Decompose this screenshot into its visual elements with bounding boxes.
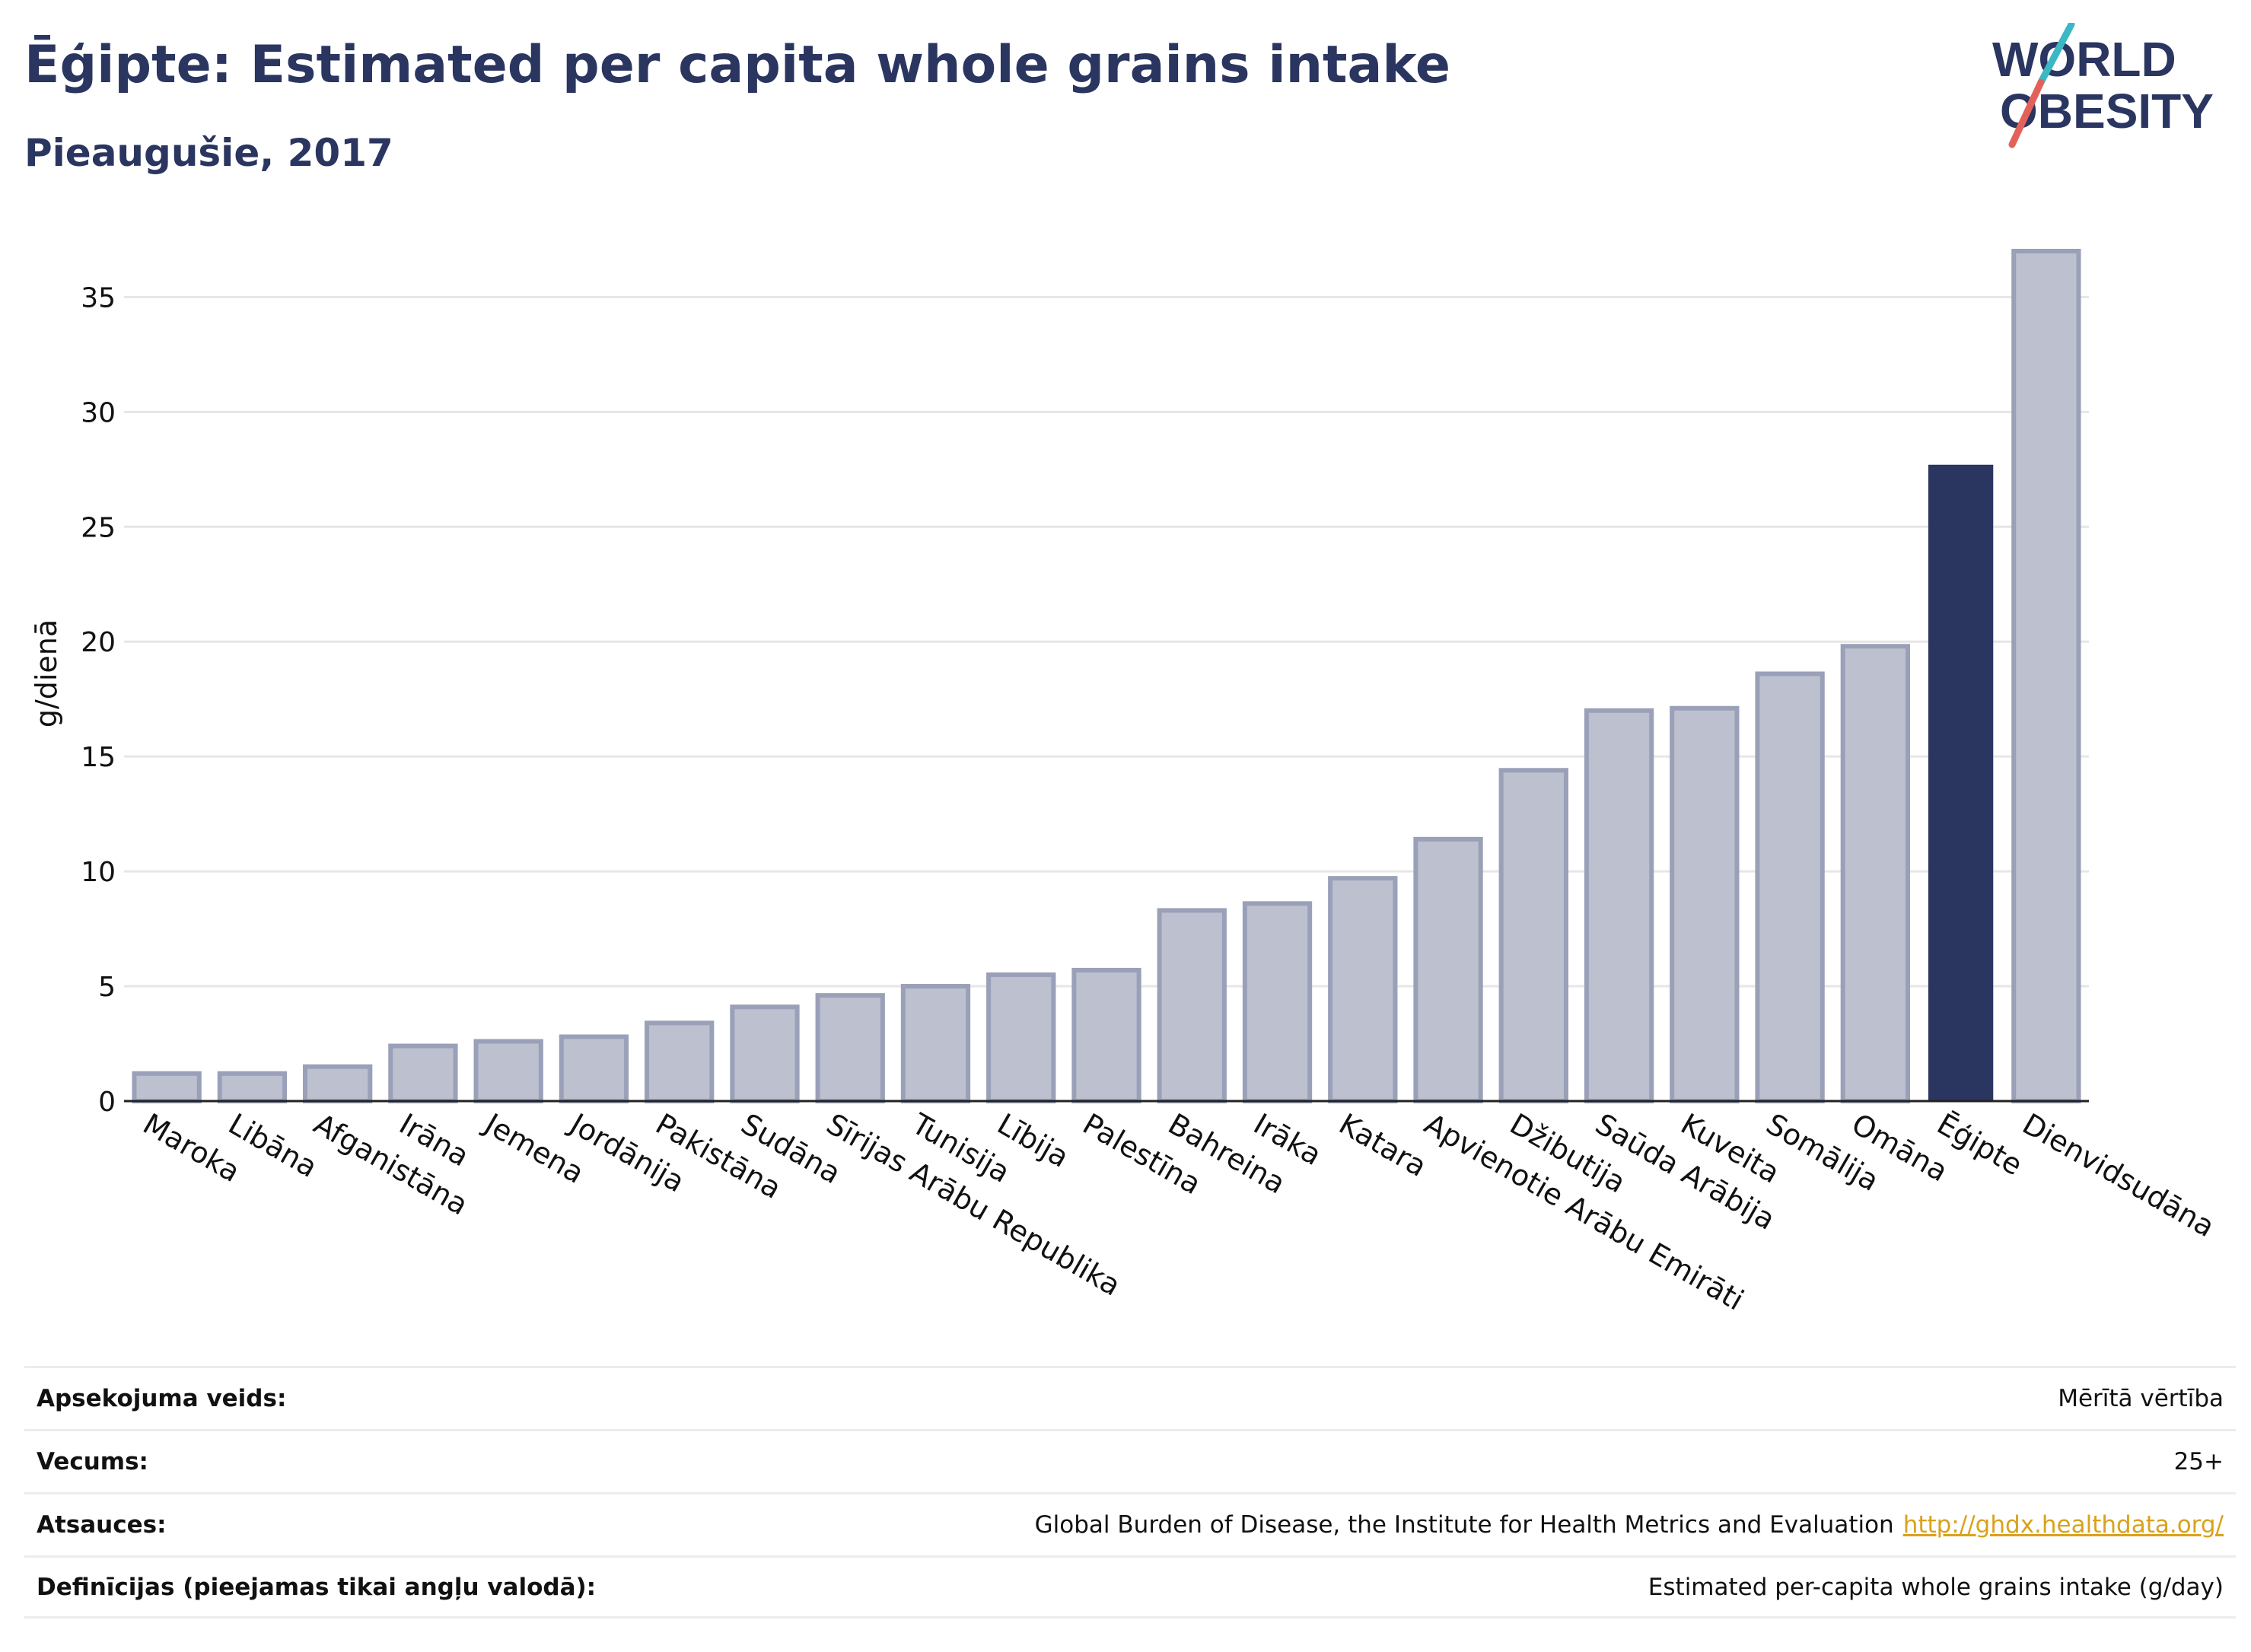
x-tick-label: Katara [1333, 1107, 1432, 1183]
reference-text: Global Burden of Disease, the Institute … [1034, 1511, 1894, 1539]
bar [1584, 708, 1654, 1103]
bar [1242, 901, 1313, 1103]
bar [388, 1043, 458, 1103]
x-tick-label: Maroka [138, 1107, 246, 1189]
y-axis-label: g/dienā [30, 619, 63, 727]
logo-slash-red [2008, 78, 2045, 148]
x-tick-label: Jemena [478, 1106, 590, 1190]
bar [1071, 967, 1141, 1104]
info-label: Apsekojuma veids: [37, 1385, 287, 1412]
y-tick-label: 5 [98, 972, 116, 1003]
x-tick-label: Dienvidsudāna [2017, 1107, 2220, 1244]
y-tick-label: 35 [81, 282, 116, 314]
bar [473, 1039, 543, 1103]
bar [217, 1071, 288, 1103]
bar [132, 1071, 202, 1103]
bar [645, 1020, 715, 1104]
info-row-survey-type: Apsekojuma veids: Mērītā vērtība [24, 1366, 2236, 1429]
info-value: Estimated per-capita whole grains intake… [1648, 1573, 2224, 1601]
info-value: Mērītā vērtība [2058, 1385, 2224, 1412]
bar [1670, 705, 1740, 1103]
info-row-references: Atsauces: Global Burden of Disease, the … [24, 1492, 2236, 1555]
bar-highlighted [1928, 464, 1994, 1101]
bar [1328, 876, 1398, 1104]
bar [2011, 249, 2081, 1103]
bar-chart: 0 5 10 15 20 25 30 35 MarokaLibānaAfganistānaIr… [30, 249, 2221, 1317]
bar [302, 1064, 373, 1103]
y-tick-label: 30 [81, 397, 116, 428]
chart-subtitle: Pieaugušie, 2017 [24, 131, 393, 175]
y-tick-label: 0 [98, 1087, 116, 1118]
bar [900, 984, 971, 1104]
info-value: 25+ [2173, 1448, 2224, 1475]
info-row-age: Vecums: 25+ [24, 1429, 2236, 1492]
bar [730, 1004, 800, 1104]
info-table: Apsekojuma veids: Mērītā vērtība Vecums:… [24, 1366, 2236, 1619]
bar [559, 1034, 629, 1103]
bar [1840, 644, 1911, 1103]
logo-slash-teal [2037, 23, 2075, 86]
info-label: Atsauces: [37, 1511, 167, 1539]
logo-text-world: WORLD [1992, 32, 2176, 87]
reference-link[interactable]: http://ghdx.healthdata.org/ [1902, 1511, 2224, 1539]
info-value: Global Burden of Disease, the Institute … [1035, 1511, 2224, 1539]
info-row-definitions: Definīcijas (pieejamas tikai angļu valod… [24, 1555, 2236, 1619]
info-label: Definīcijas (pieejamas tikai angļu valod… [37, 1573, 597, 1601]
y-tick-label: 15 [81, 742, 116, 773]
y-tick-label: 20 [81, 627, 116, 658]
bar [1413, 836, 1483, 1104]
bars [132, 249, 2081, 1104]
bar [1498, 768, 1568, 1104]
y-tick-label: 25 [81, 512, 116, 543]
chart-title: Ēģipte: Estimated per capita whole grain… [24, 35, 1450, 95]
y-axis-ticks: 0 5 10 15 20 25 30 35 [81, 282, 116, 1118]
info-label: Vecums: [37, 1448, 148, 1475]
bar [986, 972, 1056, 1104]
y-tick-label: 10 [81, 857, 116, 888]
bar [1755, 671, 1825, 1103]
bar [1157, 908, 1227, 1103]
bar [815, 993, 885, 1104]
world-obesity-logo: WORLD OBESITY [1992, 23, 2214, 148]
